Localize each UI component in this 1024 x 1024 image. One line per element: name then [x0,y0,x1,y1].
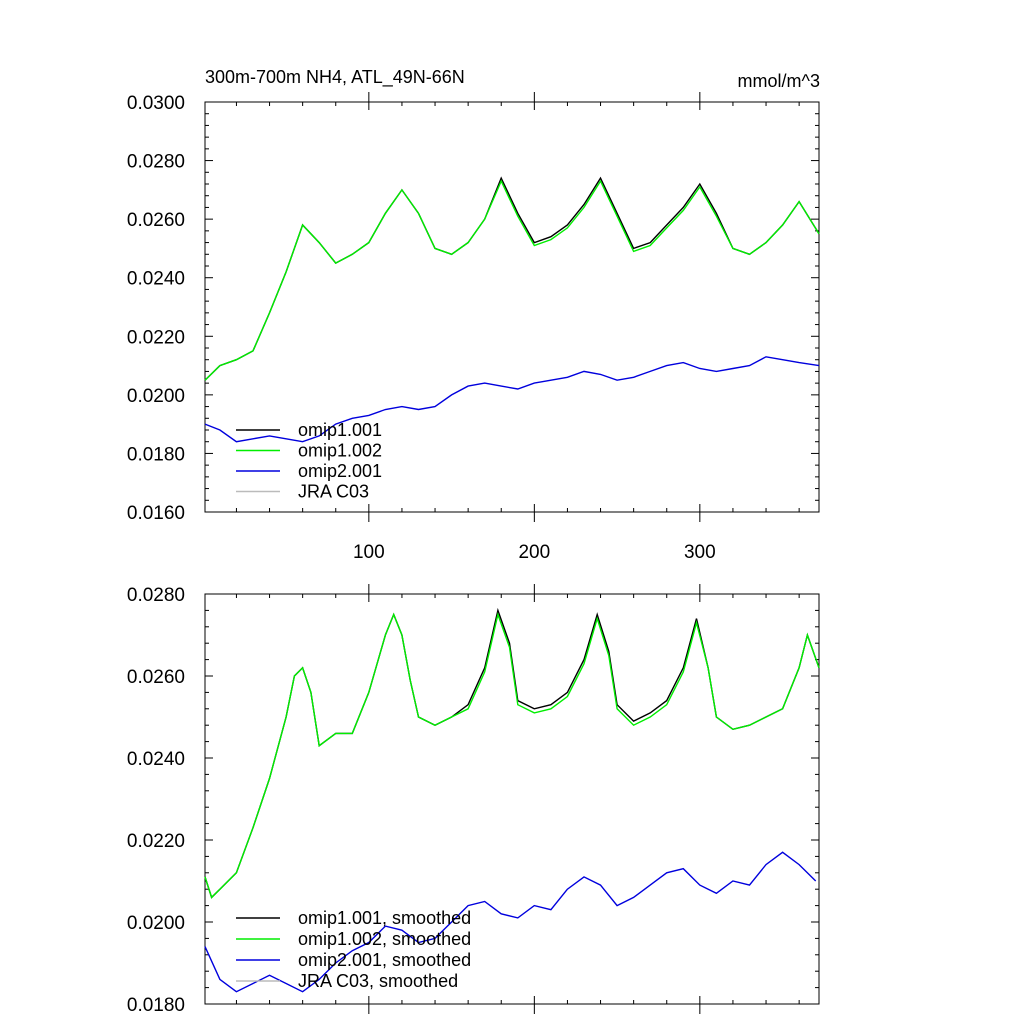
y-tick-label: 0.0240 [127,749,185,770]
bottom-plot-frame [204,593,820,1005]
y-tick-label: 0.0280 [127,585,185,606]
series-line-omip2-001 [204,356,820,443]
y-tick-label: 0.0180 [127,444,185,465]
series-line-omip1-002-smoothed [204,611,820,899]
bottom-series [204,607,820,993]
top-panel: 300m-700m NH4, ATL_49N-66N mmol/m^3 0.01… [127,67,820,563]
legend-label: JRA C03, smoothed [298,971,458,991]
legend-label: omip1.001 [298,420,382,440]
y-tick-label: 0.0280 [127,152,185,173]
y-tick-label: 0.0300 [127,93,185,114]
legend-label: omip1.002, smoothed [298,929,471,949]
x-tick-label: 300 [684,542,716,563]
top-plot-frame [204,101,820,513]
y-tick-label: 0.0200 [127,386,185,407]
series-line-omip1-001-smoothed [204,607,820,899]
y-tick-label: 0.0260 [127,210,185,231]
y-tick-label: 0.0220 [127,831,185,852]
y-tick-label: 0.0240 [127,269,185,290]
legend-label: omip2.001 [298,461,382,481]
top-units: mmol/m^3 [738,71,820,91]
legend-label: omip1.002 [298,441,382,461]
x-tick-label: 200 [518,542,550,563]
legend-label: omip2.001, smoothed [298,950,471,970]
y-tick-label: 0.0160 [127,503,185,524]
series-line-omip1-002 [204,179,820,381]
y-tick-label: 0.0220 [127,327,185,348]
bottom-panel: 0.0180 0.0200 0.0220 0.0240 0.0260 0.0280 omi… [127,584,820,1016]
x-tick-label: 100 [353,542,385,563]
top-title: 300m-700m NH4, ATL_49N-66N [205,67,465,88]
top-series [204,176,820,443]
y-tick-label: 0.0260 [127,667,185,688]
top-ticks: 0.0160 0.0180 0.0200 0.0220 0.0240 0.0260 0.02… [127,92,819,563]
legend-label: JRA C03 [298,482,369,502]
series-line-omip1-001 [204,176,820,381]
series-line-omip2-001-smoothed [204,851,817,993]
y-tick-label: 0.0200 [127,913,185,934]
bottom-ticks: 0.0180 0.0200 0.0220 0.0240 0.0260 0.0280 [127,584,819,1016]
legend-label: omip1.001, smoothed [298,908,471,928]
y-tick-label: 0.0180 [127,995,185,1016]
